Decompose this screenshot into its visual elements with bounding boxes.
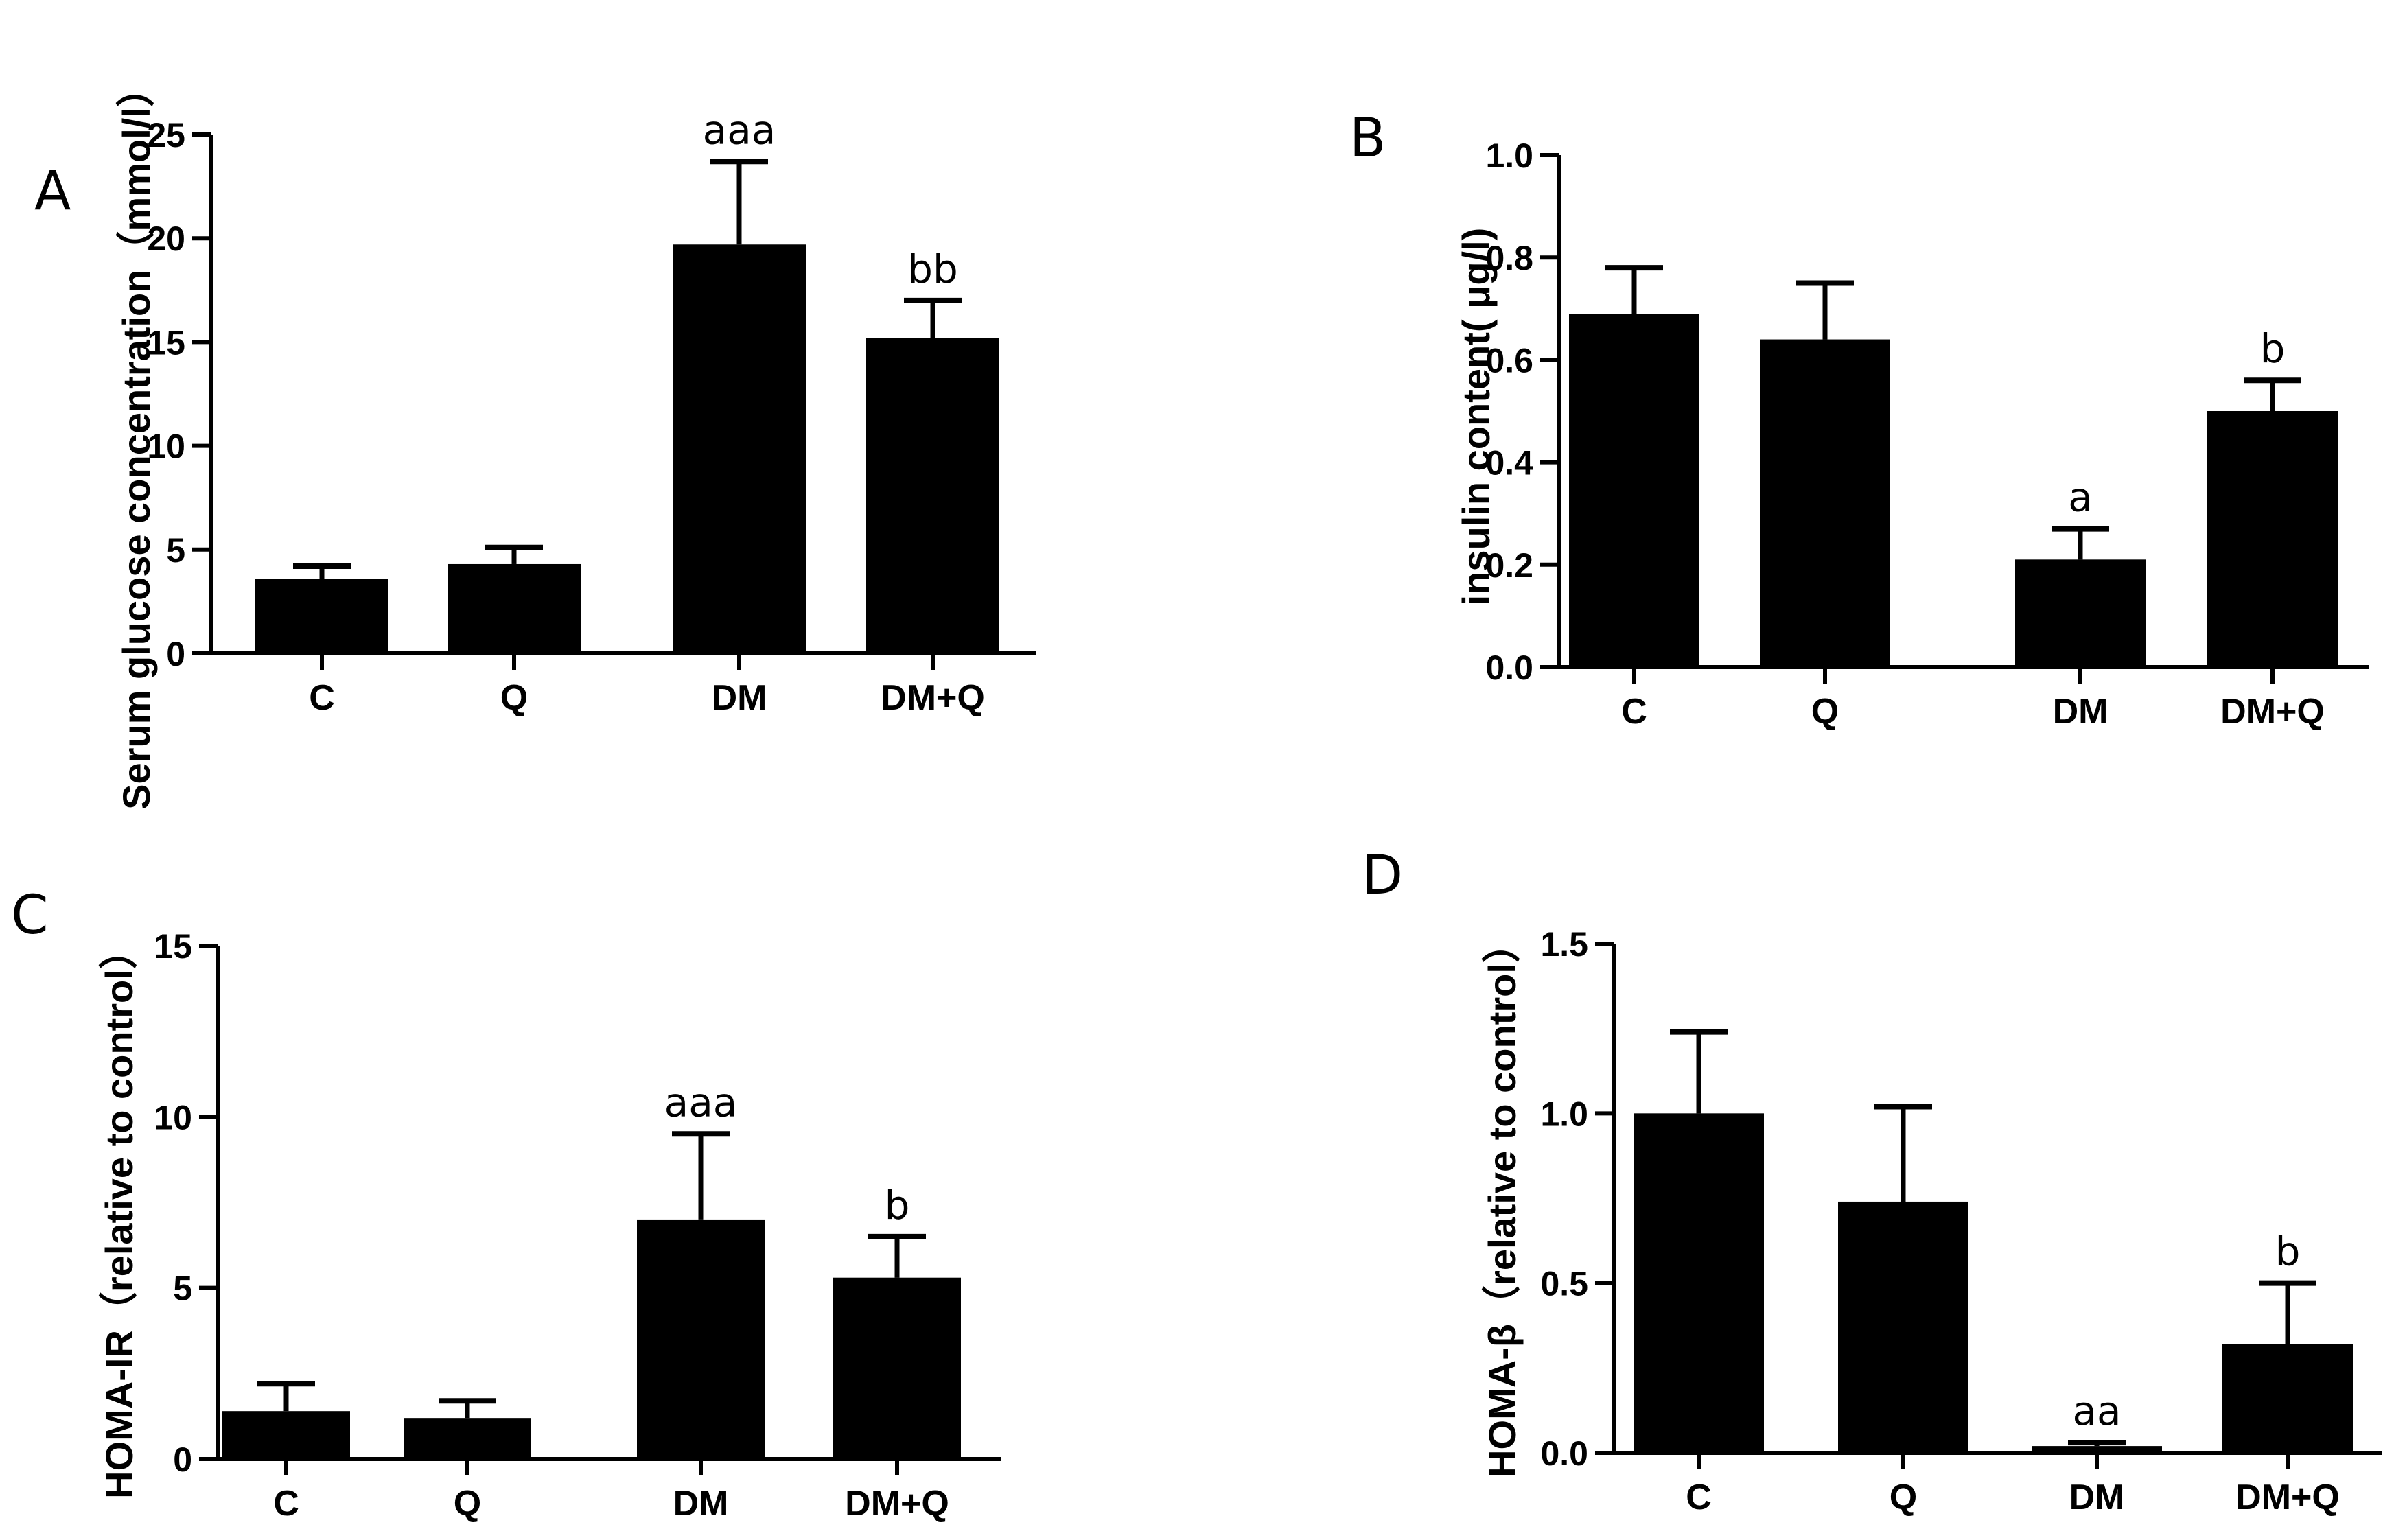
panel-b-category-label: DM <box>2053 692 2108 732</box>
panel-a-bar-dm <box>673 244 806 654</box>
panel-d-y-axis-label: HOMA-β（relative to control） <box>1480 924 1524 1478</box>
panel-c-y-tick-label: 15 <box>154 927 192 966</box>
panel-a-y-tick-label: 10 <box>147 428 185 466</box>
panel-c-bar-dm <box>637 1219 765 1459</box>
panel-d-y-tick-label: 1.5 <box>1540 925 1588 964</box>
panel-a-significance-3: bb <box>907 246 958 292</box>
panel-c-letter: C <box>11 885 48 946</box>
panel-c-category-label: DM+Q <box>845 1484 949 1524</box>
panel-b-bar-c <box>1569 314 1699 667</box>
panel-a-bar-dm-plus-q <box>866 338 999 653</box>
panel-a-category-label: DM <box>712 678 767 718</box>
panel-b-y-tick-label: 0.2 <box>1485 546 1533 585</box>
panel-b-category-label: DM+Q <box>2220 692 2325 732</box>
panel-d-y-tick-label: 0.5 <box>1540 1265 1588 1303</box>
panel-c-y-tick-label: 0 <box>173 1440 192 1479</box>
panel-b-bar-dm <box>2015 559 2146 667</box>
panel-b-category-label: C <box>1621 692 1647 732</box>
panel-d-category-label: C <box>1686 1478 1712 1517</box>
panel-d-category-label: DM+Q <box>2235 1478 2340 1517</box>
panel-d-letter: D <box>1362 845 1403 907</box>
panel-b-y-tick-label: 0.8 <box>1485 239 1533 277</box>
panel-b-letter: B <box>1349 108 1386 170</box>
panel-b-significance-3: b <box>2260 325 2286 372</box>
panel-b-significance-2: a <box>2068 474 2093 521</box>
panel-b-y-tick-label: 0.6 <box>1485 341 1533 380</box>
panel-c-category-label: C <box>273 1484 299 1524</box>
panel-b-bar-dm-plus-q <box>2207 411 2338 667</box>
panel-a-bar-q <box>448 563 581 653</box>
panel-d-category-label: DM <box>2069 1478 2125 1517</box>
panel-a-category-label: C <box>309 678 335 718</box>
panel-d-category-label: Q <box>1890 1478 1917 1517</box>
panel-c-y-tick-label: 5 <box>173 1270 192 1308</box>
panel-d-y-tick-label: 1.0 <box>1540 1095 1588 1133</box>
panel-d-significance-2: aa <box>2072 1388 2121 1434</box>
panel-a-y-tick-label: 5 <box>166 531 185 570</box>
panel-a-y-axis-label: Serum glucose concentration（mmol/l） <box>115 69 158 810</box>
panel-b-y-tick-label: 1.0 <box>1485 137 1533 175</box>
panel-c-bar-c <box>222 1411 350 1459</box>
panel-c-y-tick-label: 10 <box>154 1098 192 1136</box>
panel-a-letter: A <box>34 161 71 222</box>
panel-b-y-axis-label: insulin content( μg/l) <box>1454 228 1498 606</box>
panel-a-category-label: DM+Q <box>881 678 985 718</box>
panel-d-bar-dm-plus-q <box>2222 1344 2353 1453</box>
panel-d-y-tick-label: 0.0 <box>1540 1434 1588 1473</box>
panel-a-bar-c <box>255 579 388 653</box>
panel-c-bar-q <box>404 1418 531 1459</box>
panel-c-y-axis-label: HOMA-IR（relative to control） <box>97 931 141 1499</box>
panel-a-y-tick-label: 0 <box>166 635 185 673</box>
panel-a-significance-2: aaa <box>703 106 776 153</box>
panel-c-significance-2: aaa <box>664 1079 738 1125</box>
panel-b-category-label: Q <box>1811 692 1839 732</box>
panel-d-significance-3: b <box>2275 1228 2301 1275</box>
panel-c-category-label: DM <box>673 1484 729 1524</box>
panel-a-y-tick-label: 20 <box>147 220 185 258</box>
panel-c-category-label: Q <box>454 1484 481 1524</box>
panel-a-y-tick-label: 25 <box>147 116 185 154</box>
panel-d-bar-q <box>1838 1201 1968 1453</box>
panel-c-bar-dm-plus-q <box>833 1277 961 1459</box>
panel-a-y-tick-label: 15 <box>147 323 185 362</box>
panel-d-bar-dm <box>2032 1446 2162 1453</box>
panel-d-bar-c <box>1634 1113 1764 1453</box>
panel-d: D HOMA-β（relative to control） C Qaa DM b DM+Q 0… <box>1362 845 2382 1517</box>
panel-b-y-tick-label: 0.4 <box>1485 444 1533 482</box>
panel-c-significance-3: b <box>885 1182 910 1228</box>
panel-a-category-label: Q <box>500 678 528 718</box>
panel-b-y-tick-label: 0.0 <box>1485 649 1533 687</box>
panel-b-bar-q <box>1760 339 1890 667</box>
panel-a: A Serum glucose concentration（mmol/l） C Qaa… <box>34 69 1036 810</box>
